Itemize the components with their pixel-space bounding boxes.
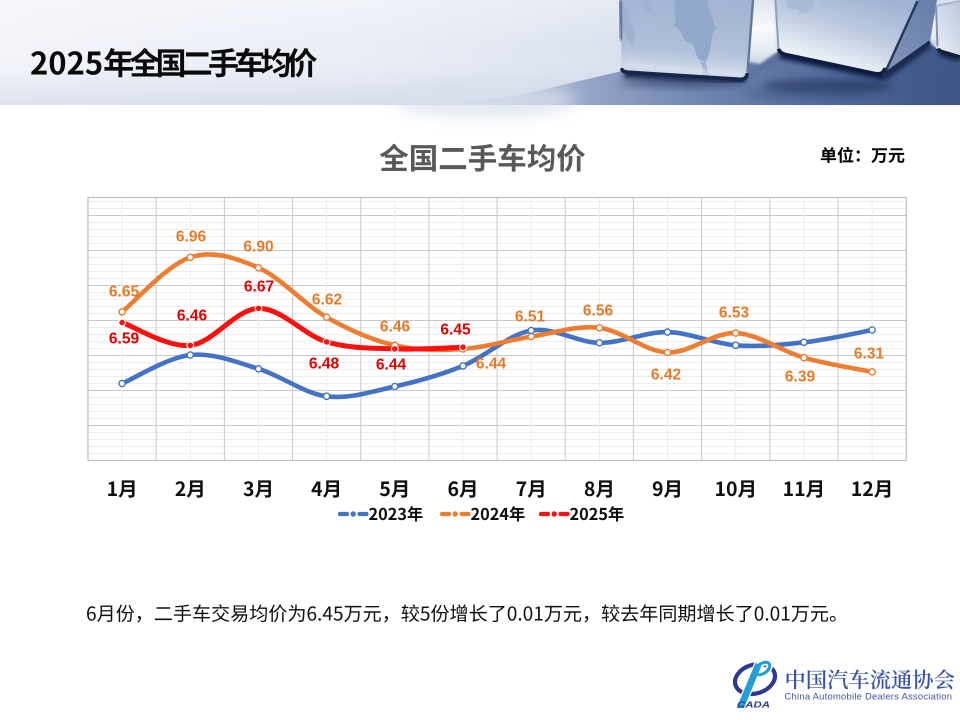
svg-text:6.44: 6.44 (376, 356, 407, 373)
svg-text:6.59: 6.59 (109, 330, 140, 347)
svg-text:6.46: 6.46 (177, 307, 208, 324)
svg-text:6.42: 6.42 (651, 366, 681, 383)
svg-text:6.48: 6.48 (309, 355, 340, 372)
svg-text:6.56: 6.56 (583, 302, 614, 319)
svg-text:6.62: 6.62 (312, 291, 342, 308)
svg-text:China Automobile Dealers Assoc: China Automobile Dealers Association (785, 691, 953, 702)
svg-text:6.44: 6.44 (476, 355, 507, 372)
svg-text:6.39: 6.39 (785, 368, 816, 385)
svg-text:6.90: 6.90 (243, 238, 273, 255)
svg-text:6.31: 6.31 (854, 345, 885, 362)
svg-text:6.53: 6.53 (719, 304, 750, 321)
svg-text:6.45: 6.45 (440, 321, 471, 338)
svg-text:6.96: 6.96 (176, 228, 207, 245)
svg-text:6.67: 6.67 (244, 278, 274, 295)
svg-text:6.51: 6.51 (515, 308, 546, 325)
svg-text:6.46: 6.46 (380, 318, 411, 335)
svg-text:6.65: 6.65 (109, 283, 140, 300)
svg-text:CADA: CADA (737, 700, 770, 710)
